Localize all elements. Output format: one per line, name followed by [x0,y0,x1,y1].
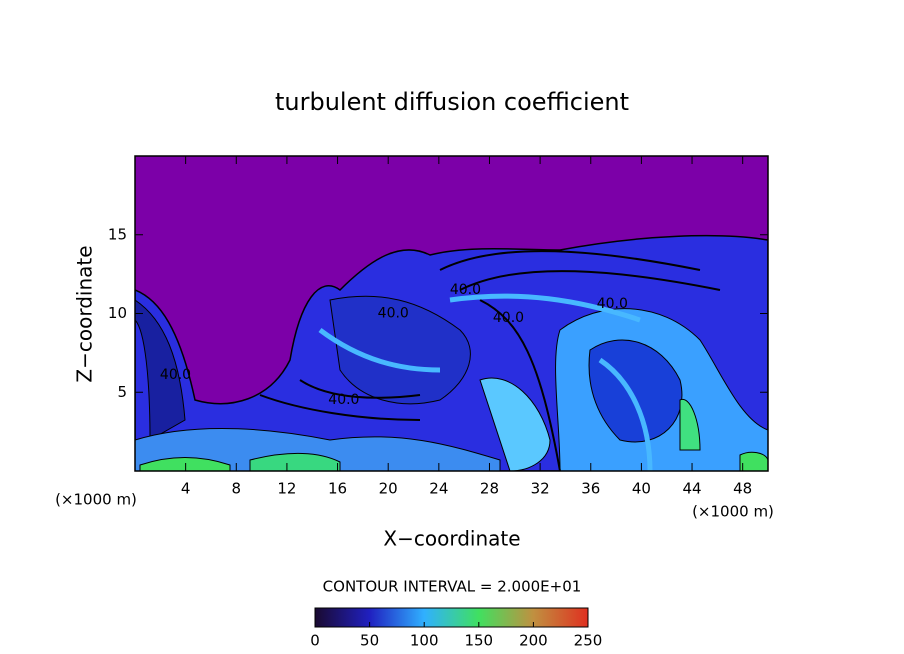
colorbar [314,607,589,628]
x-unit: (×1000 m) [692,503,774,521]
chart-title: turbulent diffusion coefficient [275,88,629,116]
x-tick-label: 40 [632,480,651,498]
field [135,156,768,471]
field-region [479,377,551,471]
y-tick-label: 15 [108,225,127,243]
field-region [739,451,768,471]
field-region [135,427,501,471]
field-region [139,457,231,471]
contour-label: 40.0 [597,296,628,312]
x-tick-label: 44 [682,480,701,498]
colorbar-tick-label: 150 [464,632,493,650]
x-tick-label: 28 [480,480,499,498]
contour-label: 40.0 [450,282,481,298]
x-axis-label: X−coordinate [383,527,520,551]
contour-label: 40.0 [378,306,409,322]
x-tick-label: 24 [429,480,448,498]
y-axis-label: Z−coordinate [73,245,97,382]
colorbar-tick-label: 100 [410,632,439,650]
contour-label: 40.0 [328,392,359,408]
field-region [588,339,683,443]
contour-interval: CONTOUR INTERVAL = 2.000E+01 [323,578,582,596]
x-tick-label: 36 [581,480,600,498]
colorbar-tick-label: 200 [519,632,548,650]
field-swirl [318,293,653,471]
y-unit: (×1000 m) [55,491,137,509]
x-tick-label: 4 [181,480,191,498]
colorbar-tick-label: 0 [310,632,320,650]
colorbar-tick-label: 50 [360,632,379,650]
x-tick-label: 48 [733,480,752,498]
y-tick-label: 5 [117,383,127,401]
x-tick-label: 12 [277,480,296,498]
x-tick-label: 16 [328,480,347,498]
y-tick-label: 10 [108,304,127,322]
x-tick-label: 20 [379,480,398,498]
x-tick-label: 32 [531,480,550,498]
field-region [249,453,341,471]
colorbar-tick-label: 250 [574,632,603,650]
contour-label: 40.0 [493,310,524,326]
x-tick-label: 8 [232,480,242,498]
contour-line [259,250,721,471]
field-region [679,398,701,451]
contour-label: 40.0 [160,367,191,383]
